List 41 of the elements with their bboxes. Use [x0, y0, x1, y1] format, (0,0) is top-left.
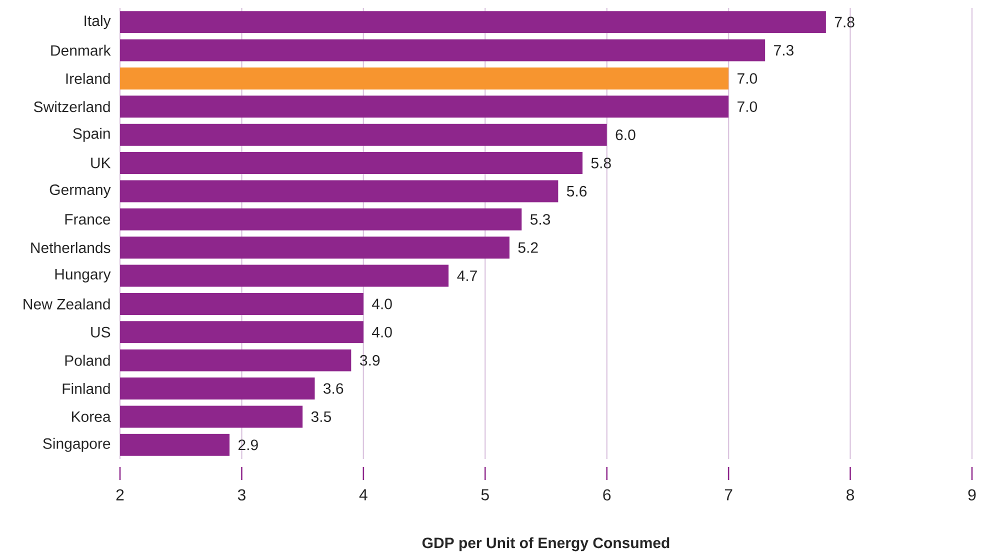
data-label: 5.6	[566, 186, 587, 197]
x-tick-label: 4	[359, 489, 368, 500]
y-tick-label: Italy	[84, 15, 111, 30]
y-tick-label: Germany	[50, 184, 111, 198]
y-tick-label: Korea	[72, 411, 111, 422]
data-label: 7.0	[738, 101, 758, 112]
y-tick-label: France	[65, 214, 110, 225]
y-tick-label: Hungary	[55, 269, 111, 282]
data-label: 7.3	[774, 44, 794, 56]
data-label: 5.8	[591, 158, 611, 168]
data-label: 3.6	[324, 383, 344, 394]
data-label: 6.0	[616, 130, 636, 140]
y-tick-label: Spain	[73, 128, 110, 142]
data-label: 4.0	[372, 326, 392, 338]
x-tick-label: 5	[481, 489, 489, 500]
data-label: 5.3	[530, 214, 550, 225]
y-tick-label: Poland	[65, 354, 110, 366]
y-tick-label: US	[91, 326, 110, 338]
x-axis-title: GDP per Unit of Energy Consumed	[422, 537, 670, 552]
data-label: 3.9	[360, 355, 380, 366]
data-label: 7.0	[738, 73, 758, 84]
data-label: 7.8	[834, 16, 854, 28]
x-tick-label: 2	[116, 489, 124, 500]
y-tick-label: Denmark	[51, 44, 111, 56]
x-tick-label: 7	[724, 489, 732, 500]
data-label: 5.2	[518, 242, 538, 253]
data-label: 4.7	[457, 270, 477, 281]
y-tick-label: Finland	[62, 383, 110, 394]
data-label: 3.5	[311, 411, 331, 422]
x-tick-label: 6	[603, 489, 611, 501]
x-tick-label: 8	[846, 489, 854, 501]
y-tick-label: UK	[91, 158, 111, 168]
y-tick-label: Ireland	[66, 72, 110, 84]
y-tick-label: Singapore	[43, 438, 110, 452]
data-label: 4.0	[372, 298, 392, 310]
x-tick-label: 3	[238, 489, 246, 501]
data-label: 2.9	[238, 440, 258, 450]
y-tick-label: New Zealand	[24, 298, 110, 310]
y-tick-label: Netherlands	[31, 242, 110, 254]
x-tick-label: 9	[968, 489, 976, 501]
y-tick-label: Switzerland	[34, 101, 110, 112]
